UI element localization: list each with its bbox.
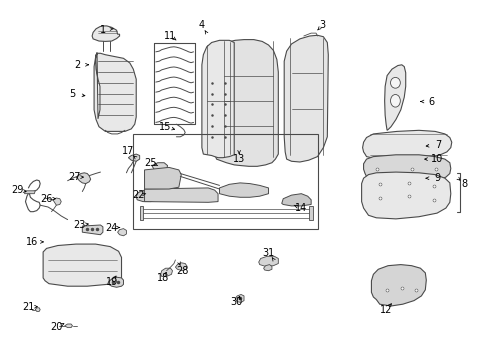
Ellipse shape [391, 77, 400, 88]
Text: 24: 24 [105, 222, 118, 233]
Text: 19: 19 [106, 276, 118, 287]
Polygon shape [76, 173, 91, 184]
Polygon shape [259, 256, 278, 266]
Polygon shape [161, 268, 172, 276]
Text: 5: 5 [70, 89, 75, 99]
Text: 8: 8 [462, 179, 467, 189]
Text: 13: 13 [233, 154, 245, 164]
Text: 4: 4 [199, 20, 205, 30]
Text: 22: 22 [132, 190, 145, 200]
Text: 2: 2 [74, 60, 80, 70]
Polygon shape [136, 190, 158, 202]
Polygon shape [385, 65, 406, 130]
Bar [133, 134, 318, 229]
Text: 9: 9 [434, 173, 440, 183]
Text: 3: 3 [319, 20, 325, 30]
Text: 30: 30 [230, 297, 242, 307]
Polygon shape [362, 172, 451, 219]
Text: 16: 16 [26, 237, 38, 247]
Text: 28: 28 [176, 266, 189, 276]
Polygon shape [371, 265, 426, 306]
Polygon shape [363, 130, 452, 159]
Polygon shape [118, 229, 126, 236]
Polygon shape [82, 225, 103, 235]
Polygon shape [235, 294, 244, 302]
Polygon shape [145, 188, 218, 202]
Text: 10: 10 [431, 154, 443, 164]
Polygon shape [43, 244, 122, 286]
Polygon shape [100, 62, 107, 66]
Text: 27: 27 [68, 172, 81, 182]
Text: 11: 11 [164, 31, 176, 41]
Polygon shape [53, 198, 61, 205]
Polygon shape [128, 154, 140, 161]
Text: 6: 6 [428, 96, 434, 107]
Polygon shape [152, 163, 168, 171]
Text: 7: 7 [436, 140, 441, 150]
Polygon shape [92, 26, 120, 41]
Text: 23: 23 [73, 220, 86, 230]
Polygon shape [364, 155, 451, 184]
Text: 18: 18 [157, 273, 169, 283]
Text: 1: 1 [100, 24, 106, 35]
Polygon shape [65, 324, 73, 328]
Ellipse shape [391, 94, 400, 107]
Polygon shape [145, 167, 181, 189]
Text: 17: 17 [122, 146, 135, 156]
Polygon shape [220, 183, 269, 197]
Polygon shape [284, 35, 328, 162]
Text: 26: 26 [40, 194, 53, 204]
Polygon shape [213, 40, 278, 166]
Polygon shape [175, 263, 187, 271]
Polygon shape [140, 206, 143, 220]
Polygon shape [108, 277, 123, 287]
Polygon shape [94, 52, 136, 131]
Text: 21: 21 [22, 302, 35, 312]
Text: 20: 20 [50, 322, 63, 332]
Text: 12: 12 [380, 305, 392, 315]
Text: 15: 15 [159, 122, 172, 132]
Text: 29: 29 [11, 185, 24, 195]
Text: 25: 25 [145, 158, 157, 168]
Polygon shape [309, 206, 313, 220]
Polygon shape [202, 40, 234, 158]
Polygon shape [282, 194, 311, 206]
Polygon shape [264, 265, 272, 271]
Polygon shape [24, 191, 35, 194]
Text: 14: 14 [294, 203, 307, 213]
Polygon shape [35, 308, 40, 311]
Text: 31: 31 [263, 248, 274, 258]
